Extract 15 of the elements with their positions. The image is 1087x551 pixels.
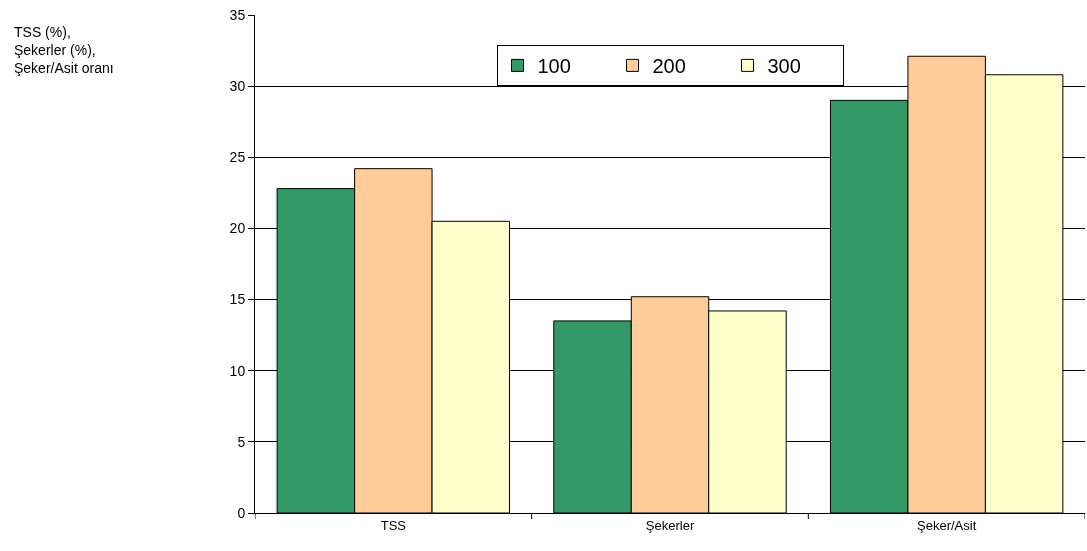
y-tick-label: 25 [229, 149, 246, 166]
y-tick-label: 20 [229, 220, 246, 237]
y-tick-label: 0 [237, 504, 246, 521]
y-tick-label: 5 [237, 433, 246, 450]
y-tick-label: 35 [229, 6, 246, 23]
y-tick-label: 30 [229, 78, 246, 95]
y-tick-label: 10 [229, 362, 246, 379]
legend-label: 300 [767, 55, 801, 78]
text: TSS (%), Şekerler (%), Şeker/Asit oranı [14, 24, 114, 77]
legend-label: 100 [537, 55, 571, 78]
legend-label: 200 [652, 55, 686, 78]
y-tick-label: 15 [229, 291, 246, 308]
x-tick-label: Şeker/Asit [917, 517, 977, 533]
x-tick-label: TSS [380, 517, 407, 533]
x-tick-label: Şekerler [645, 517, 695, 533]
